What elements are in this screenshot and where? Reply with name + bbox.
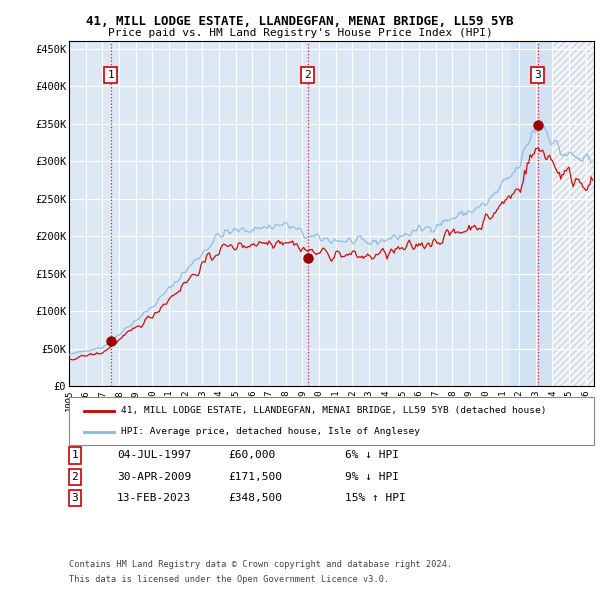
Text: Price paid vs. HM Land Registry's House Price Index (HPI): Price paid vs. HM Land Registry's House …: [107, 28, 493, 38]
Text: 13-FEB-2023: 13-FEB-2023: [117, 493, 191, 503]
Text: £348,500: £348,500: [228, 493, 282, 503]
Text: 9% ↓ HPI: 9% ↓ HPI: [345, 472, 399, 481]
Bar: [553, 41, 594, 386]
Text: 1: 1: [71, 451, 79, 460]
Text: Contains HM Land Registry data © Crown copyright and database right 2024.: Contains HM Land Registry data © Crown c…: [69, 560, 452, 569]
Text: 41, MILL LODGE ESTATE, LLANDEGFAN, MENAI BRIDGE, LL59 5YB: 41, MILL LODGE ESTATE, LLANDEGFAN, MENAI…: [86, 15, 514, 28]
Bar: [511, 41, 553, 386]
Text: 30-APR-2009: 30-APR-2009: [117, 472, 191, 481]
Text: 3: 3: [534, 70, 541, 80]
Text: 1: 1: [107, 70, 114, 80]
Text: This data is licensed under the Open Government Licence v3.0.: This data is licensed under the Open Gov…: [69, 575, 389, 584]
Text: 2: 2: [304, 70, 311, 80]
Text: 2: 2: [71, 472, 79, 481]
Text: 41, MILL LODGE ESTATE, LLANDEGFAN, MENAI BRIDGE, LL59 5YB (detached house): 41, MILL LODGE ESTATE, LLANDEGFAN, MENAI…: [121, 406, 547, 415]
Text: 6% ↓ HPI: 6% ↓ HPI: [345, 451, 399, 460]
Text: £60,000: £60,000: [228, 451, 275, 460]
Text: HPI: Average price, detached house, Isle of Anglesey: HPI: Average price, detached house, Isle…: [121, 427, 420, 437]
Text: £171,500: £171,500: [228, 472, 282, 481]
Text: 04-JUL-1997: 04-JUL-1997: [117, 451, 191, 460]
Text: 3: 3: [71, 493, 79, 503]
Text: 15% ↑ HPI: 15% ↑ HPI: [345, 493, 406, 503]
